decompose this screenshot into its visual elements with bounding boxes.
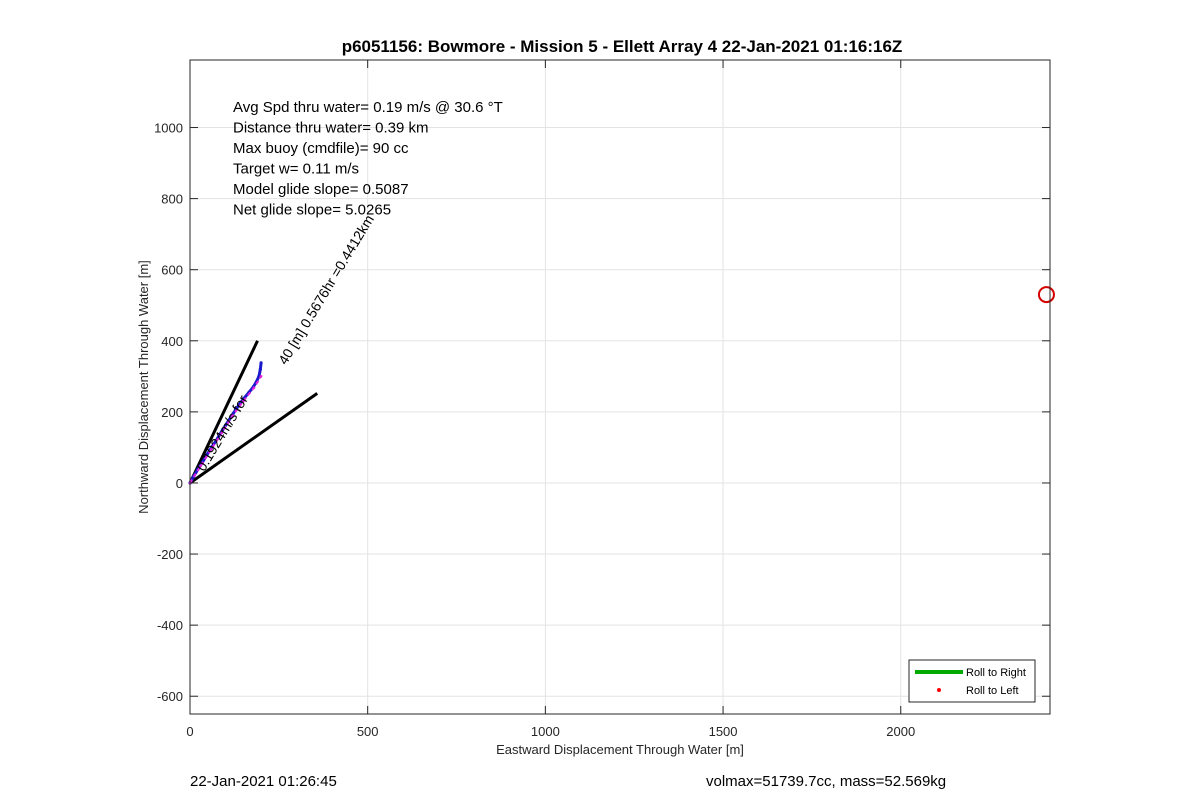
y-tick-label: -200 [157,547,183,562]
x-tick-label: 500 [357,724,379,739]
x-tick-label: 1000 [531,724,560,739]
ticks: 0 500 1000 1500 2000 -600 -400 -200 0 200 400 600 80… [154,60,1050,739]
track-point [242,399,245,403]
y-tick-label: 1000 [154,121,183,136]
stats-text: Avg Spd thru water= 0.19 m/s @ 30.6 °T Di… [233,99,503,219]
plot-frame [189,59,1051,715]
y-axis-label: Northward Displacement Through Water [m] [136,260,151,514]
track-point [259,375,263,378]
track-point [199,464,202,468]
y-tick-label: 800 [161,192,183,207]
glide-cone-line [189,392,319,485]
legend-label: Roll to Left [966,685,1019,697]
footer-timestamp: 22-Jan-2021 01:26:45 [190,773,337,790]
legend-box [908,659,1036,703]
y-tick-label: 600 [161,263,183,278]
stats-line: Avg Spd thru water= 0.19 m/s @ 30.6 °T [233,99,503,116]
glide-cone-line [188,340,259,484]
stats-line: Max buoy (cmdfile)= 90 cc [233,140,409,157]
legend-swatch-dot [937,688,941,692]
plot-content [188,286,1055,485]
y-tick-label: 200 [161,405,183,420]
track-point [231,414,234,417]
target-marker [1037,286,1055,304]
chart-title: p6051156: Bowmore - Mission 5 - Ellett A… [342,37,903,56]
stats-line: Target w= 0.11 m/s [233,161,359,178]
stats-line: Net glide slope= 5.0265 [233,202,391,219]
stats-line: Model glide slope= 0.5087 [233,181,409,198]
x-tick-label: 1500 [709,724,738,739]
legend-label: Roll to Right [966,667,1026,679]
stats-line: Distance thru water= 0.39 km [233,120,429,137]
track-point [252,386,256,390]
plot-area [190,60,1050,714]
footer-volmax-mass: volmax=51739.7cc, mass=52.569kg [706,773,947,790]
x-axis-label: Eastward Displacement Through Water [m] [496,742,744,757]
y-tick-label: -600 [157,689,183,704]
legend: Roll to Right Roll to Left [908,659,1036,703]
track-point [220,431,224,434]
track-point [210,447,213,451]
grid [189,60,1050,714]
track-point [258,367,262,371]
y-tick-label: 400 [161,334,183,349]
x-tick-label: 2000 [886,724,915,739]
track-point [259,361,263,365]
y-tick-label: -400 [157,618,183,633]
track-series-1 [189,375,262,484]
y-tick-label: 0 [176,476,183,491]
track-point [205,452,209,457]
x-tick-label: 0 [186,724,193,739]
